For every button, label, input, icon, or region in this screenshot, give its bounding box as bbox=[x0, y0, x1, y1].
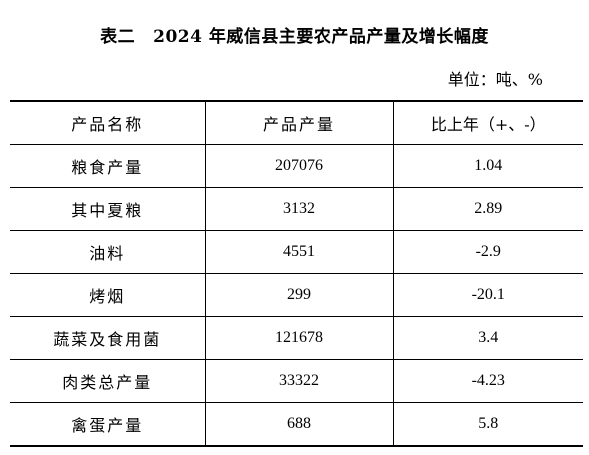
row-change: 5.8 bbox=[392, 402, 583, 447]
row-output: 4551 bbox=[204, 230, 393, 274]
row-output: 3132 bbox=[204, 187, 393, 231]
row-change: 2.89 bbox=[392, 187, 583, 231]
row-name: 禽蛋产量 bbox=[10, 402, 205, 447]
row-change: 3.4 bbox=[392, 316, 583, 360]
row-name: 粮食产量 bbox=[10, 144, 205, 188]
row-output: 207076 bbox=[204, 144, 393, 188]
row-output: 33322 bbox=[204, 359, 393, 403]
row-output: 299 bbox=[204, 273, 393, 317]
table-row: 油料 4551 -2.9 bbox=[10, 230, 583, 274]
row-change: -20.1 bbox=[392, 273, 583, 317]
table-row: 烤烟 299 -20.1 bbox=[10, 273, 583, 317]
header-row: 产品名称 产品产量 比上年（+、-） bbox=[10, 100, 583, 145]
row-name: 烤烟 bbox=[10, 273, 205, 317]
row-name: 蔬菜及食用菌 bbox=[10, 316, 205, 360]
table-row: 禽蛋产量 688 5.8 bbox=[10, 402, 583, 447]
table-row: 肉类总产量 33322 -4.23 bbox=[10, 359, 583, 403]
table-row: 蔬菜及食用菌 121678 3.4 bbox=[10, 316, 583, 360]
table-row: 粮食产量 207076 1.04 bbox=[10, 144, 583, 188]
table-title: 表二 2024 年威信县主要农产品产量及增长幅度 bbox=[0, 22, 589, 47]
row-change: 1.04 bbox=[392, 144, 583, 188]
header-product-name: 产品名称 bbox=[10, 100, 205, 145]
output-table: 产品名称 产品产量 比上年（+、-） 粮食产量 207076 1.04 其中夏粮… bbox=[10, 100, 583, 447]
row-name: 油料 bbox=[10, 230, 205, 274]
table-row: 其中夏粮 3132 2.89 bbox=[10, 187, 583, 231]
row-change: -4.23 bbox=[392, 359, 583, 403]
table-title-label: 表二 bbox=[100, 27, 136, 47]
row-output: 121678 bbox=[204, 316, 393, 360]
row-change: -2.9 bbox=[392, 230, 583, 274]
header-product-output: 产品产量 bbox=[204, 100, 393, 145]
unit-label: 单位：吨、% bbox=[447, 70, 543, 89]
table-title-text: 2024 年威信县主要农产品产量及增长幅度 bbox=[153, 27, 489, 47]
row-name: 肉类总产量 bbox=[10, 359, 205, 403]
row-output: 688 bbox=[204, 402, 393, 447]
row-name: 其中夏粮 bbox=[10, 187, 205, 231]
header-change: 比上年（+、-） bbox=[392, 100, 583, 145]
